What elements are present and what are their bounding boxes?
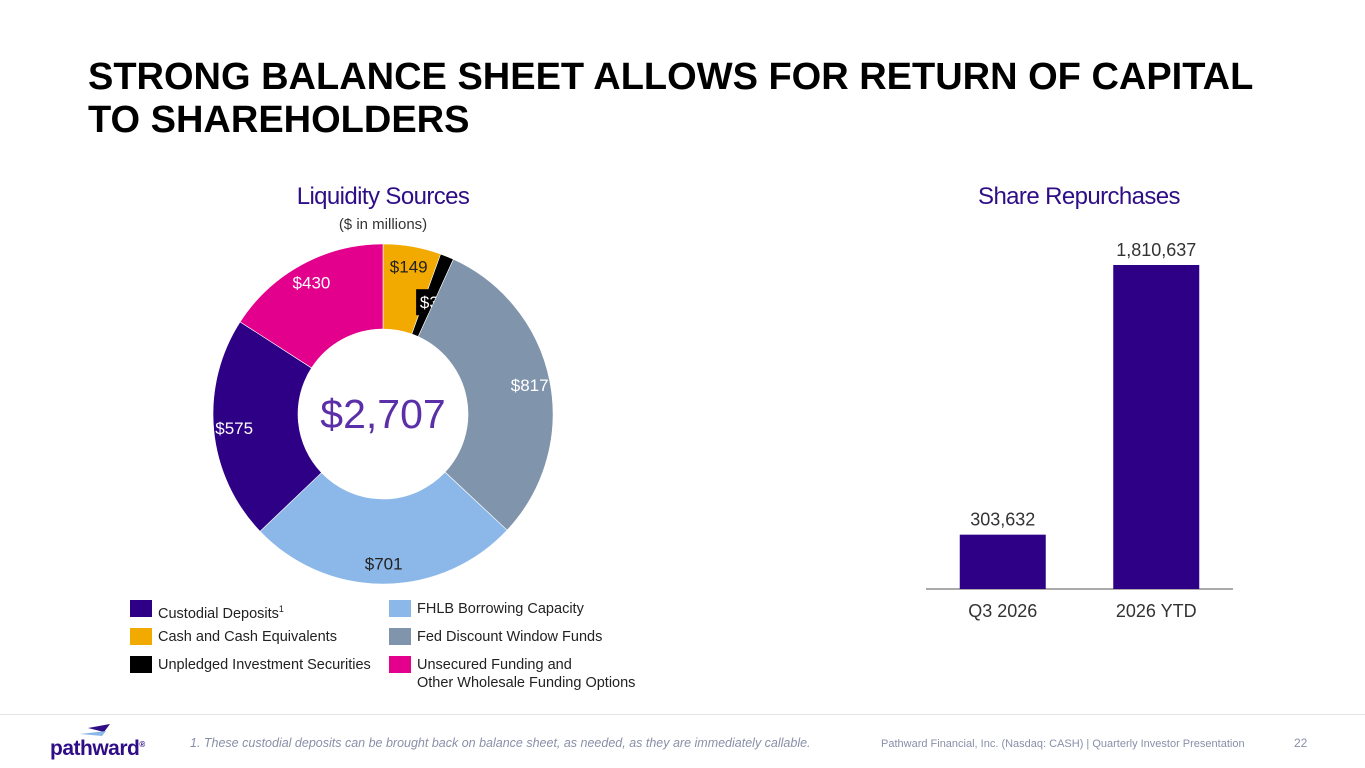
legend-label: Unsecured Funding and Other Wholesale Fu… [417, 657, 636, 691]
footer-info: Pathward Financial, Inc. (Nasdaq: CASH) … [881, 738, 1245, 750]
logo-registered-mark: ® [139, 740, 145, 749]
logo-swoosh-icon [80, 724, 110, 736]
logo-wordmark: pathward® [50, 737, 145, 761]
liquidity-subheading: ($ in millions) [338, 216, 428, 233]
donut-label-cash-and-cash-equivalents: $149 [390, 258, 428, 277]
legend-label: Unpledged Investment Securities [158, 657, 371, 673]
legend-label: Cash and Cash Equivalents [158, 629, 337, 645]
logo-text: pathward [50, 737, 140, 760]
legend-item-unsecured-funding-and-other-wholesale-funding-options: Unsecured Funding and Other Wholesale Fu… [389, 656, 635, 692]
legend-label: FHLB Borrowing Capacity [417, 601, 584, 617]
liquidity-legend: Custodial Deposits1 Cash and Cash Equival… [130, 600, 670, 700]
legend-swatch [389, 656, 411, 673]
donut-slice-custodial-deposits [212, 321, 322, 532]
legend-footnote-marker: 1 [278, 604, 284, 614]
bar-category-label-2026-ytd: 2026 YTD [1116, 601, 1197, 621]
legend-item-cash-and-cash-equivalents: Cash and Cash Equivalents [130, 628, 337, 646]
donut-label-unsecured-funding-and-other-wholesale-funding-options: $430 [293, 274, 331, 293]
legend-item-fed-discount-window-funds: Fed Discount Window Funds [389, 628, 602, 646]
legend-label: Custodial Deposits1 [158, 604, 284, 622]
bar-category-label-q3-2026: Q3 2026 [968, 601, 1037, 621]
legend-swatch [130, 628, 152, 645]
page-title-line-1: STRONG BALANCE SHEET ALLOWS FOR RETURN O… [88, 56, 1254, 98]
legend-swatch [130, 656, 152, 673]
legend-swatch [130, 600, 152, 617]
donut-center-total: $2,707 [320, 391, 445, 437]
footnote: 1. These custodial deposits can be broug… [190, 736, 811, 750]
bar-value-label-q3-2026: 303,632 [970, 510, 1035, 530]
footer-divider [0, 714, 1365, 715]
donut-label-custodial-deposits: $575 [215, 419, 253, 438]
bar-value-label-2026-ytd: 1,810,637 [1116, 240, 1196, 260]
legend-swatch [389, 628, 411, 645]
legend-label: Fed Discount Window Funds [417, 629, 603, 645]
legend-item-custodial-deposits: Custodial Deposits1 [130, 600, 284, 623]
bar-2026-ytd [1113, 264, 1200, 589]
repurchases-heading: Share Repurchases [978, 183, 1181, 210]
donut-label-fhlb-borrowing-capacity: $701 [365, 554, 403, 573]
legend-item-unpledged-investment-securities: Unpledged Investment Securities [130, 656, 371, 674]
legend-swatch [389, 600, 411, 617]
liquidity-heading: Liquidity Sources [296, 183, 470, 210]
page-number: 22 [1294, 736, 1308, 750]
pathward-logo: pathward® [50, 722, 160, 762]
donut-slice-unsecured-funding-and-other-wholesale-funding-options [239, 243, 384, 369]
donut-slice-fed-discount-window-funds [417, 258, 554, 531]
donut-label-fed-discount-window-funds: $817 [511, 376, 549, 395]
bar-q3-2026 [959, 534, 1046, 589]
page-title: STRONG BALANCE SHEET ALLOWS FOR RETURN O… [88, 56, 1308, 142]
legend-item-fhlb-borrowing-capacity: FHLB Borrowing Capacity [389, 600, 584, 618]
page-title-line-2: TO SHAREHOLDERS [88, 99, 470, 141]
donut-slice-fhlb-borrowing-capacity [259, 471, 508, 585]
